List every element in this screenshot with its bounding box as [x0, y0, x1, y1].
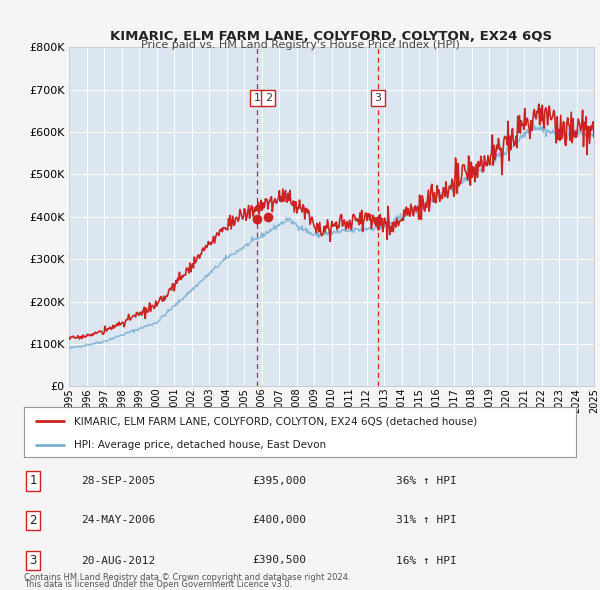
Text: 2: 2: [265, 93, 272, 103]
Text: 1: 1: [29, 474, 37, 487]
Text: 28-SEP-2005: 28-SEP-2005: [81, 476, 155, 486]
Text: £395,000: £395,000: [252, 476, 306, 486]
Text: 31% ↑ HPI: 31% ↑ HPI: [396, 516, 457, 525]
Text: HPI: Average price, detached house, East Devon: HPI: Average price, detached house, East…: [74, 440, 326, 450]
Text: 3: 3: [374, 93, 381, 103]
Text: 20-AUG-2012: 20-AUG-2012: [81, 556, 155, 565]
Text: This data is licensed under the Open Government Licence v3.0.: This data is licensed under the Open Gov…: [24, 580, 292, 589]
Title: KIMARIC, ELM FARM LANE, COLYFORD, COLYTON, EX24 6QS: KIMARIC, ELM FARM LANE, COLYFORD, COLYTO…: [110, 30, 553, 43]
Text: Price paid vs. HM Land Registry's House Price Index (HPI): Price paid vs. HM Land Registry's House …: [140, 40, 460, 50]
Text: 2: 2: [29, 514, 37, 527]
Text: 36% ↑ HPI: 36% ↑ HPI: [396, 476, 457, 486]
Text: Contains HM Land Registry data © Crown copyright and database right 2024.: Contains HM Land Registry data © Crown c…: [24, 573, 350, 582]
Text: 16% ↑ HPI: 16% ↑ HPI: [396, 556, 457, 565]
Text: 24-MAY-2006: 24-MAY-2006: [81, 516, 155, 525]
Text: £390,500: £390,500: [252, 556, 306, 565]
Text: 3: 3: [29, 554, 37, 567]
Text: £400,000: £400,000: [252, 516, 306, 525]
Text: 1: 1: [253, 93, 260, 103]
Text: KIMARIC, ELM FARM LANE, COLYFORD, COLYTON, EX24 6QS (detached house): KIMARIC, ELM FARM LANE, COLYFORD, COLYTO…: [74, 416, 477, 426]
